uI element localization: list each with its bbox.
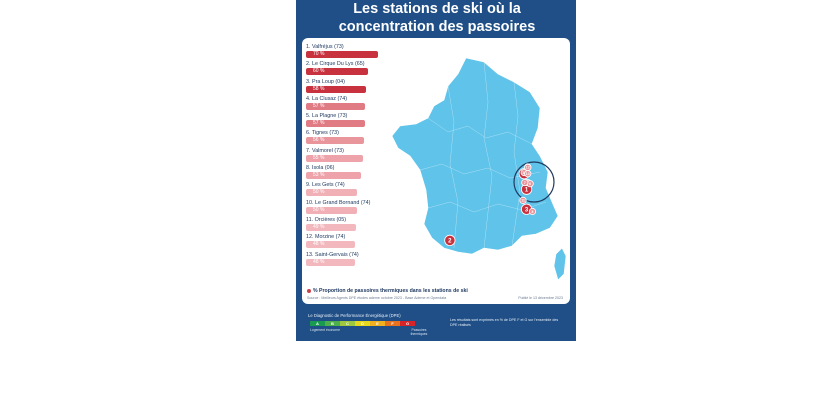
france-shape (391, 57, 559, 255)
ranking-bar: 57 % (306, 120, 365, 128)
ranking-bar: 48 % (306, 241, 356, 249)
ranking-item: 3. Pra Loup (04) 58 % (306, 79, 386, 96)
dpe-class-cell: G (400, 321, 415, 326)
station-marker (519, 196, 527, 204)
ranking-bar: 60 % (306, 68, 368, 76)
station-marker-label: 7 (524, 181, 526, 185)
ranking-item: 13. Saint-Gervais (74) 48 % (306, 252, 386, 269)
dpe-class-cell: F (385, 321, 400, 326)
dpe-class-cell: E (370, 321, 385, 326)
source-text: Source : Meilleurs Agents DPE études ade… (307, 296, 447, 300)
ranking-bar: 49 % (306, 223, 357, 231)
ranking-item: 8. Isola (06) 53 % (306, 165, 386, 182)
ranking-item: 10. Le Grand Bornand (74) 50 % (306, 200, 386, 217)
ranking-label: 1. Valfréjus (73) (306, 44, 344, 50)
ranking-label: 5. La Plagne (73) (306, 113, 348, 120)
content-card: 1. Valfréjus (73) 70 % 2. Le Cirque Du Lys… (302, 38, 570, 304)
ranking-label: 12. Morzine (74) (306, 234, 346, 241)
ranking-item: 7. Valmorel (73) 55 % (306, 148, 386, 165)
station-marker-label: 10 (522, 171, 526, 175)
ranking-bar: 50 % (306, 206, 358, 214)
ranking-item: 9. Les Gets (74) 50 % (306, 182, 386, 199)
ranking-item: 4. La Clusaz (74) 57 % (306, 96, 386, 113)
dpe-class-cell: A (310, 321, 325, 326)
legend-note: % Proportion de passoires thermiques dan… (307, 288, 468, 294)
ranking-bar: 56 % (306, 137, 364, 145)
ranking-item: 1. Valfréjus (73) 70 % (306, 44, 386, 61)
alps-highlight-circle (513, 161, 555, 203)
station-marker-label: 11 (521, 199, 525, 203)
ranking-item: 5. La Plagne (73) 57 % (306, 113, 386, 130)
department-borders (419, 61, 547, 249)
ranking-label: 3. Pra Loup (04) (306, 78, 345, 85)
ranking-bar: 53 % (306, 172, 361, 180)
station-marker-label: 2 (448, 239, 452, 245)
ranking-item: 2. Le Cirque Du Lys (65) 60 % (306, 61, 386, 78)
station-marker-label: 1 (525, 187, 529, 193)
dpe-high-label: Passoires thermiques (410, 328, 428, 336)
dpe-class-cell: D (355, 321, 370, 326)
ranking-bar: 50 % (306, 189, 358, 197)
station-marker (528, 207, 537, 216)
france-map: 12345678910111213 (391, 57, 566, 281)
dpe-class-cell: C (340, 321, 355, 326)
corsica-shape (553, 247, 566, 281)
ranking-item: 6. Tignes (73) 56 % (306, 130, 386, 147)
station-marker (444, 234, 456, 247)
ranking-bar: 48 % (306, 258, 356, 266)
ranking-label: 7. Valmorel (73) (306, 147, 344, 154)
ranking-label: 9. Les Gets (74) (306, 182, 345, 189)
publication-date: Publié le 13 décembre 2023 (518, 296, 563, 300)
ranking-bar: 70 % (306, 51, 378, 58)
dpe-title: Le Diagnostic de Performance Énergétique… (308, 313, 401, 318)
legend-dot-icon (307, 288, 311, 293)
station-marker-label: 3 (525, 207, 529, 213)
ranking-list: 1. Valfréjus (73) 70 % 2. Le Cirque Du Lys… (306, 44, 386, 269)
ranking-label: 8. Isola (06) (306, 165, 335, 172)
ranking-label: 11. Orcières (05) (306, 216, 347, 223)
infographic-poster: Les stations de ski où la concentration … (296, 0, 576, 341)
ranking-label: 2. Le Cirque Du Lys (65) (306, 61, 365, 68)
ranking-label: 6. Tignes (73) (306, 130, 339, 137)
dpe-low-label: Logement économe (310, 328, 340, 332)
dpe-class-cell: B (325, 321, 340, 326)
ranking-bar: 58 % (306, 85, 366, 93)
ranking-label: 4. La Clusaz (74) (306, 95, 348, 102)
ranking-item: 12. Morzine (74) 48 % (306, 234, 386, 251)
station-marker-label: 13 (526, 172, 530, 176)
ranking-label: 13. Saint-Gervais (74) (306, 251, 359, 258)
ranking-label: 10. Le Grand Bornand (74) (306, 199, 371, 206)
ranking-item: 11. Orcières (05) 49 % (306, 217, 386, 234)
station-marker-label: 6 (529, 182, 531, 186)
legend-note-text: % Proportion de passoires thermiques dan… (313, 288, 468, 294)
station-marker (524, 170, 532, 178)
station-marker-label: 8 (532, 210, 534, 214)
station-markers: 12345678910111213 (444, 163, 537, 247)
ranking-bar: 57 % (306, 102, 365, 110)
footnote: Les résultats sont exprimés en % de DPE … (450, 318, 559, 327)
dpe-footer: Le Diagnostic de Performance Énergétique… (296, 304, 576, 341)
station-marker-label: 12 (526, 166, 530, 170)
station-marker (521, 178, 529, 187)
ranking-bar: 55 % (306, 154, 363, 162)
